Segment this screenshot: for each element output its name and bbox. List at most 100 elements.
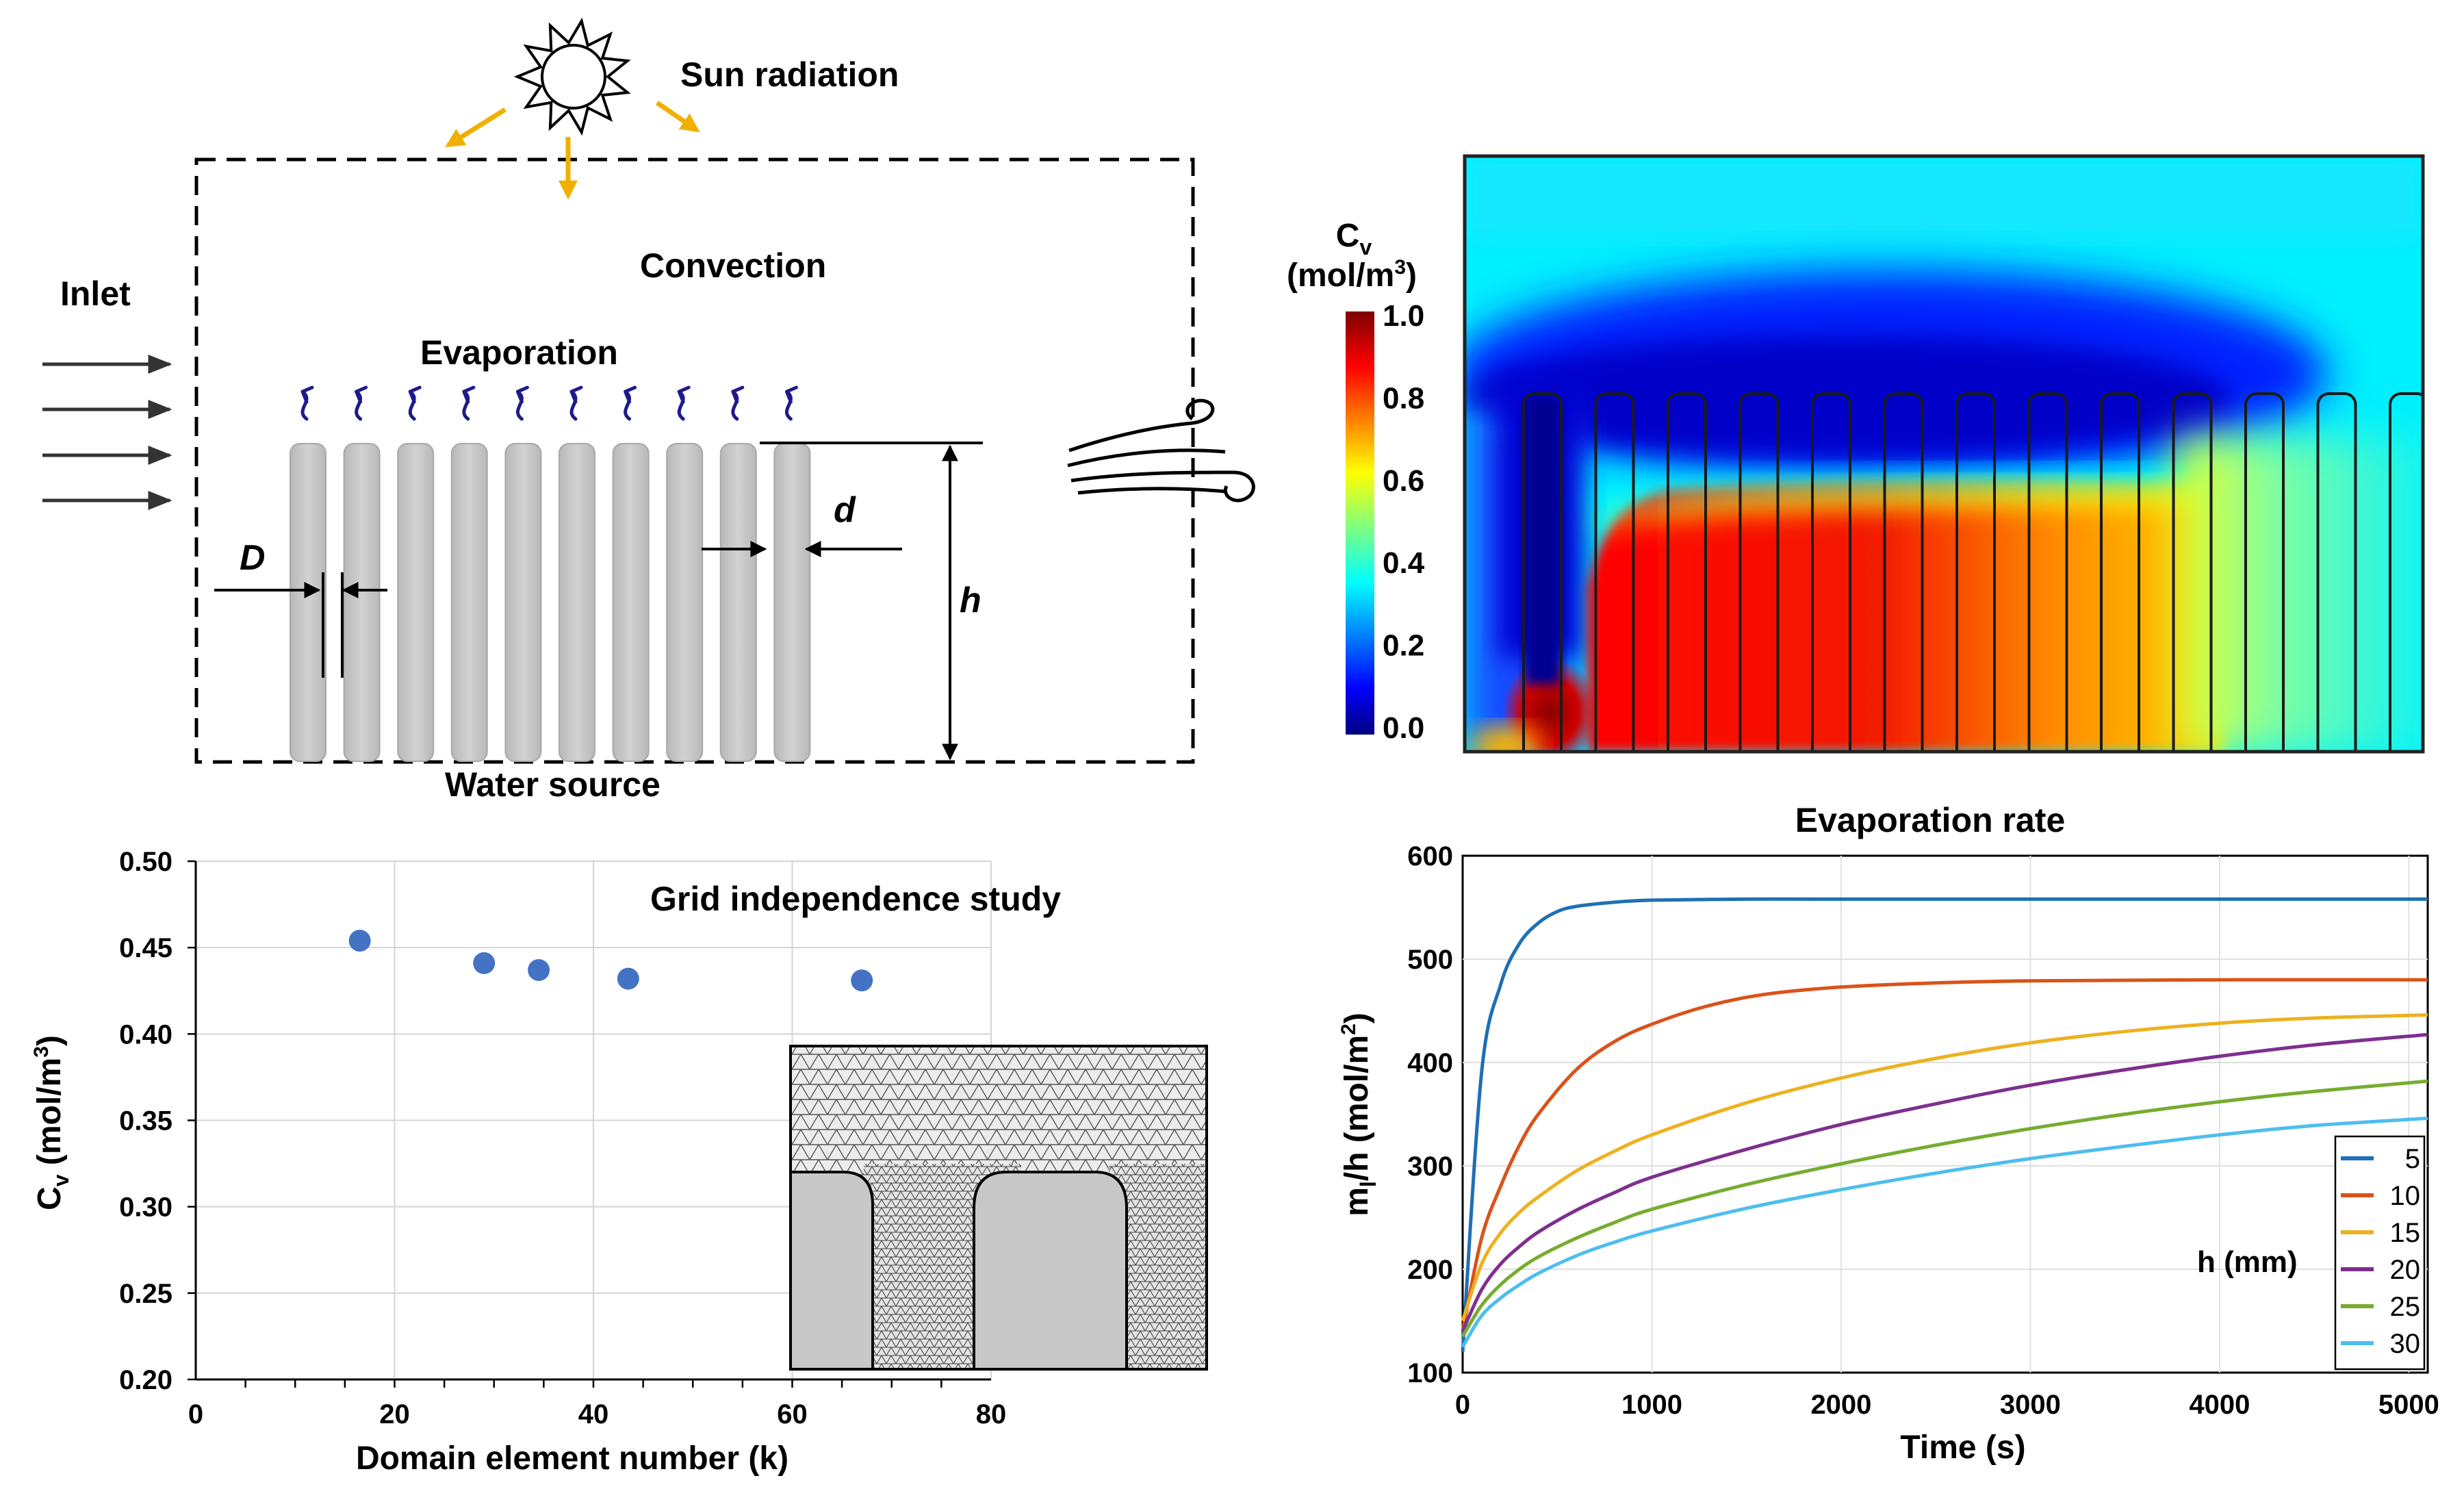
pillar: [559, 443, 595, 762]
x-tick-label: 0: [1455, 1390, 1470, 1420]
grid-independence-chart: 0 20 40 60 80 0.50 0.45 0.40 0.35 0.30 0.25 0.20 Gr…: [30, 847, 1208, 1477]
pillar: [504, 443, 542, 762]
svg-text:Cv: Cv: [1336, 218, 1372, 259]
y-tick-label: 200: [1407, 1255, 1453, 1285]
colorbar-tick-label: 0.6: [1383, 464, 1424, 498]
legend: 5 10 15 20 25 30: [2334, 1135, 2426, 1371]
y-tick-label: 0.20: [119, 1365, 172, 1395]
wind-icon: [1067, 398, 1255, 502]
y-axis-label-sup: 3: [30, 1046, 53, 1058]
y-tick-label: 0.35: [119, 1106, 172, 1136]
mesh-pillar-right: [973, 1171, 1128, 1369]
inlet-label: Inlet: [60, 275, 131, 313]
colorbar-tick-label: 0.4: [1383, 546, 1425, 580]
y-tick-label: 400: [1407, 1048, 1453, 1078]
axis-ticks: 0 1000 2000 3000 4000 5000 600 500 400 300 200 100: [1407, 841, 2439, 1420]
data-point: [473, 952, 496, 974]
y-tick-label: 0.45: [119, 933, 172, 963]
y-axis-label-post: ): [31, 1035, 68, 1046]
inlet-arrows: [42, 355, 172, 510]
y-tick-label: 100: [1407, 1358, 1453, 1388]
sun-ray-arrow-left: [445, 107, 506, 147]
x-tick-label: 2000: [1810, 1390, 1871, 1420]
chart-title: Evaporation rate: [1795, 801, 2066, 839]
vapor-arrows: [300, 385, 798, 421]
colorbar: [1346, 311, 1374, 735]
legend-title: h (mm): [2197, 1245, 2298, 1279]
x-tick-label: 5000: [2378, 1390, 2439, 1420]
y-axis-label-unit: /h (mol/m: [1339, 1035, 1375, 1181]
map-pillar-outline: [1955, 392, 1996, 752]
x-axis-label: Domain element number (k): [356, 1440, 788, 1477]
evaporation-label: Evaporation: [420, 333, 618, 372]
pillar: [450, 443, 488, 762]
colorbar-tick-label: 1.0: [1383, 299, 1424, 333]
vapor-arrow: [355, 385, 368, 421]
mesh-pillar-left: [791, 1171, 874, 1369]
evaporation-rate-chart: 0 1000 2000 3000 4000 5000 600 500 400 300 200 100 …: [1337, 801, 2439, 1466]
map-pillar-outline: [1738, 392, 1780, 752]
colorbar-unit-pre: (mol/m: [1287, 257, 1394, 294]
data-point: [528, 958, 550, 981]
colorbar-unit-post: ): [1406, 257, 1417, 294]
y-axis-label-unit: (mol/m: [31, 1058, 68, 1175]
vapor-arrow: [624, 385, 637, 421]
vapor-arrow: [677, 385, 691, 421]
grid-lines: [1463, 856, 2428, 1373]
map-pillar-outline: [1594, 392, 1635, 752]
y-axis-label-sub: l: [1356, 1181, 1381, 1187]
legend-label: 15: [2390, 1218, 2421, 1248]
chart-title: Grid independence study: [650, 880, 1061, 918]
axis-ticks: 0 20 40 60 80 0.50 0.45 0.40 0.35 0.30 0.25 0.20: [119, 847, 1006, 1429]
x-tick-label: 40: [578, 1399, 609, 1429]
sun-radiation-label: Sun radiation: [680, 55, 899, 94]
schematic-panel: Sun radiation Convection Evaporation Inl…: [42, 17, 1255, 804]
vapor-arrow: [784, 385, 798, 421]
pillar: [666, 443, 704, 762]
legend-box: [2334, 1135, 2426, 1371]
series-lines: [1461, 897, 2428, 1352]
x-tick-label: 60: [777, 1399, 808, 1429]
pillar: [397, 443, 435, 762]
map-pillar-outline: [1522, 392, 1563, 752]
mesh-inset: [789, 1045, 1208, 1371]
concentration-field: [1465, 156, 2423, 752]
concentration-map-panel: Cv (mol/m3) 1.0 0.8 0.6 0.4 0.2 0.0: [1287, 154, 2425, 754]
legend-label: 20: [2390, 1255, 2421, 1285]
pillar: [719, 443, 757, 762]
y-axis-label-main: m: [1339, 1187, 1375, 1217]
map-pillar-outline: [1667, 392, 1707, 752]
vapor-arrow: [569, 385, 583, 421]
sun-icon: [513, 17, 631, 136]
map-pillar-outline: [2027, 392, 2068, 752]
legend-label: 5: [2405, 1144, 2420, 1174]
legend-label: 25: [2390, 1292, 2421, 1322]
y-tick-label: 0.25: [119, 1279, 172, 1309]
pillar: [343, 443, 381, 762]
domain-boundary: [194, 157, 1195, 764]
colorbar-tick-label: 0.0: [1383, 711, 1424, 745]
water-source-label: Water source: [445, 765, 660, 804]
data-point: [617, 967, 639, 990]
map-pillar-outline: [2244, 392, 2285, 752]
colorbar-unit-sup: 3: [1394, 256, 1406, 279]
map-frame: [1463, 154, 2425, 754]
colorbar-title-main: C: [1336, 218, 1360, 254]
vapor-arrow: [408, 385, 422, 421]
vapor-arrow: [515, 385, 529, 421]
y-axis-label: ml/h (mol/m2): [1337, 1013, 1381, 1217]
y-axis-label-sup: 2: [1337, 1023, 1360, 1035]
dim-h-label: h: [960, 581, 981, 620]
y-axis-label-main: C: [31, 1186, 68, 1210]
pillar: [612, 443, 650, 762]
colorbar-ticks: 1.0 0.8 0.6 0.4 0.2 0.0: [1383, 299, 1425, 745]
data-point: [851, 969, 873, 992]
dim-D-label: D: [240, 538, 266, 578]
plot-area: [1461, 854, 2429, 1374]
series-line-10: [1461, 978, 2428, 1332]
x-axis-label: Time (s): [1900, 1429, 2025, 1466]
x-tick-label: 3000: [2000, 1390, 2061, 1420]
x-tick-label: 0: [188, 1399, 203, 1429]
series-line-30: [1461, 1117, 2428, 1348]
y-tick-label: 600: [1407, 841, 1453, 871]
